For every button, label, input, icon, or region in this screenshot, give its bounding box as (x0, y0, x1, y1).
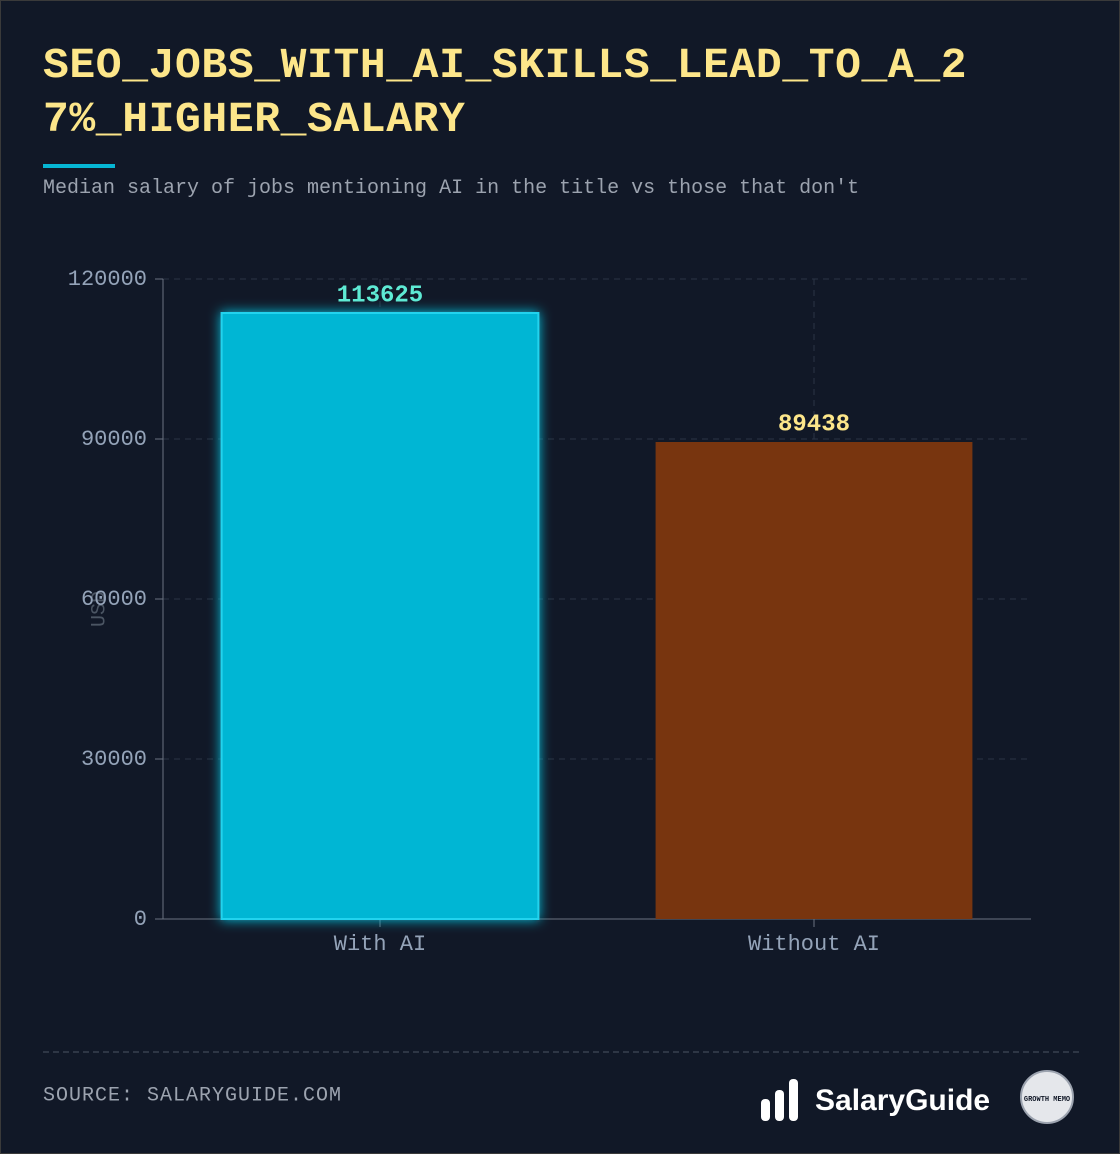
bar (220, 312, 540, 920)
brand-name: SalaryGuide (815, 1084, 990, 1117)
value-label: 89438 (778, 411, 850, 438)
y-tick-label: 0 (134, 907, 147, 932)
bar (655, 441, 973, 919)
source: SOURCE: SALARYGUIDE.COM (43, 1084, 342, 1107)
y-axis-label: USD (88, 591, 111, 627)
value-label: 113625 (337, 282, 423, 309)
chart-title: SEO_JOBS_WITH_AI_SKILLS_LEAD_TO_A_27%_HI… (43, 41, 968, 144)
badge-text: GROWTH MEMO (1024, 1096, 1070, 1104)
badge-circle (1020, 1070, 1074, 1124)
y-tick-label: 60000 (81, 587, 147, 612)
y-tick-label: 30000 (81, 747, 147, 772)
y-tick-label: 120000 (68, 267, 147, 292)
chart-subtitle: Median salary of jobs mentioning AI in t… (43, 177, 860, 200)
y-tick-label: 90000 (81, 427, 147, 452)
x-tick-label: Without AI (748, 932, 880, 957)
x-tick-label: With AI (334, 932, 426, 957)
brand-logo (761, 1079, 798, 1121)
accent-bar (43, 164, 115, 168)
